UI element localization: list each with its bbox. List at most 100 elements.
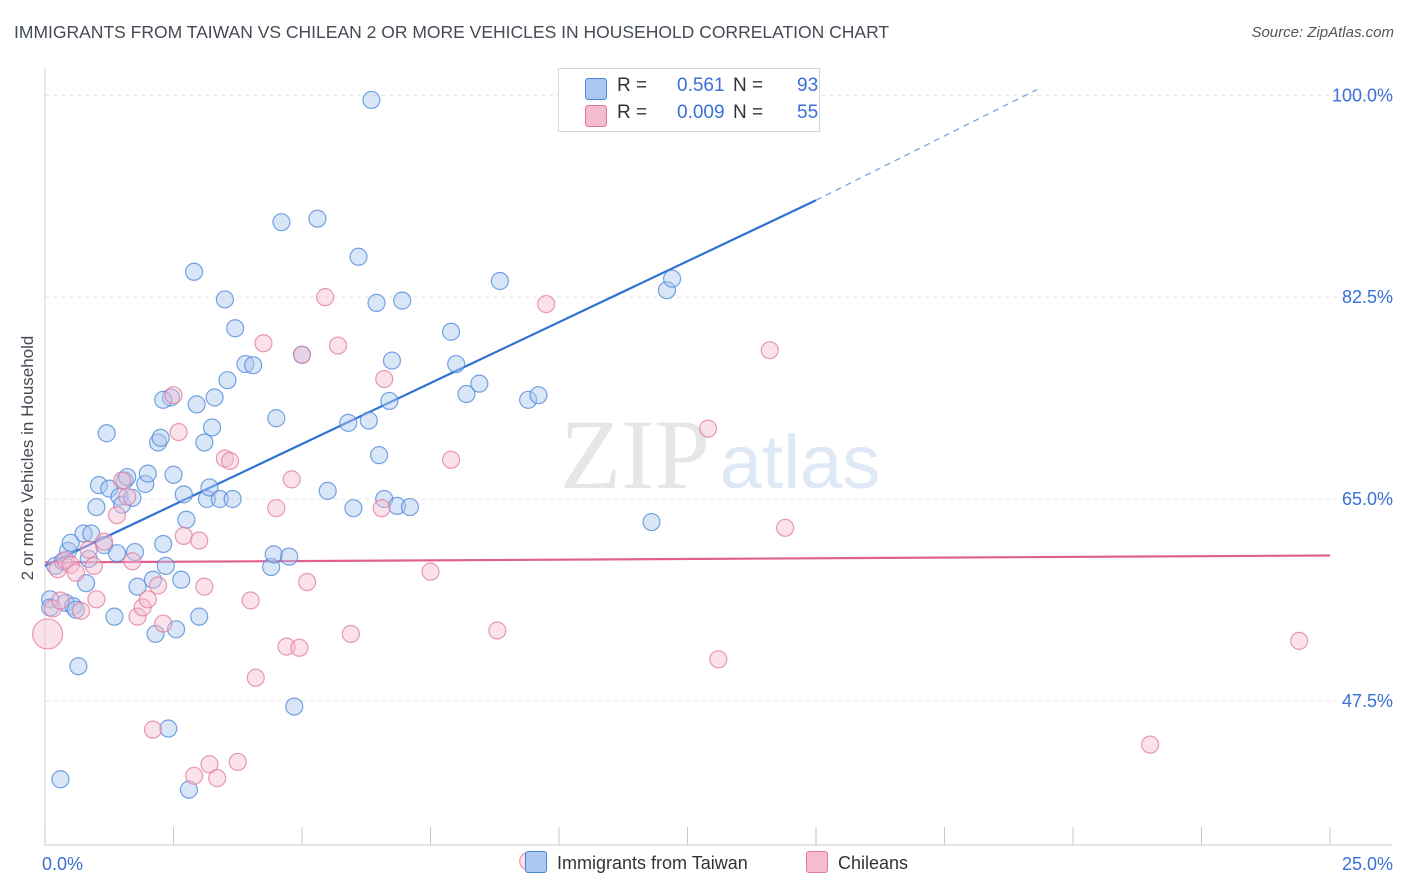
data-point-taiwan [138,464,157,483]
data-point-taiwan [370,446,389,465]
data-point-taiwan [267,409,286,428]
data-point-chilean [228,752,247,772]
data-point-chilean [148,576,168,595]
data-point-taiwan [156,556,175,575]
y-tick-label: 82.5% [1342,287,1393,307]
axes [44,68,1392,846]
data-point-taiwan [642,512,661,532]
data-point-taiwan [105,607,124,626]
data-point-taiwan [69,657,88,676]
data-point-taiwan [190,607,209,626]
data-point-chilean [71,601,91,620]
data-point-chilean [282,470,301,489]
data-point-taiwan [447,354,466,374]
data-point-taiwan [128,577,147,596]
data-point-chilean [290,638,309,657]
data-point-chilean [709,650,728,669]
data-point-chilean [174,526,193,545]
legend-n-label: N = [733,102,764,123]
data-point-chilean [87,590,106,609]
bottom-legend-taiwan: Immigrants from Taiwan [525,851,748,874]
data-point-taiwan [519,390,538,409]
legend-r-label: R = [617,75,648,96]
bottom-legend-label-taiwan: Immigrants from Taiwan [557,853,748,873]
chart-title: IMMIGRANTS FROM TAIWAN VS CHILEAN 2 OR M… [14,22,890,42]
bottom-legend-swatch-chilean [806,851,828,873]
data-point-chilean [1290,631,1309,650]
data-point-taiwan [154,534,173,554]
watermark: ZIP atlas [560,399,880,510]
data-point-chilean [292,345,312,364]
data-point-taiwan [470,374,489,393]
trendline-taiwan-dashed [815,88,1038,201]
data-point-chilean [66,563,85,582]
data-point-chilean [441,450,461,469]
series-taiwan-points [41,90,682,799]
data-point-taiwan [236,354,255,374]
data-point-chilean [190,531,209,550]
data-point-taiwan [490,271,509,291]
data-point-taiwan [51,770,70,789]
data-point-chilean [316,288,335,307]
data-point-taiwan [359,411,378,430]
y-tick-label: 47.5% [1342,691,1393,711]
data-point-taiwan [226,319,245,338]
data-point-chilean [118,487,137,506]
data-point-taiwan [195,433,214,452]
data-point-chilean [154,614,173,633]
data-point-chilean [200,755,219,774]
y-tick-labels: 47.5% 65.0% 82.5% 100.0% [1332,85,1393,711]
data-point-chilean [698,419,718,438]
data-point-chilean [341,624,360,644]
data-point-taiwan [89,476,109,495]
bottom-legend-label-chilean: Chileans [838,853,909,873]
data-point-taiwan [202,418,222,437]
data-point-taiwan [197,489,217,509]
x-tick-label: 0.0% [42,854,83,874]
data-point-taiwan [177,510,196,529]
data-point-taiwan [529,386,548,405]
data-point-chilean [375,369,394,389]
data-point-taiwan [349,247,368,266]
data-point-chilean [123,552,142,571]
data-point-chilean [164,386,183,405]
grid-lines [45,94,1392,702]
data-point-chilean [372,499,391,518]
legend-n-value: 93 [797,75,819,96]
data-point-chilean [298,572,317,592]
data-point-taiwan [159,719,178,738]
data-point-taiwan [143,570,163,589]
watermark-zip: ZIP [560,399,710,510]
data-point-taiwan [387,496,407,516]
data-point-taiwan [380,391,399,411]
legend-swatch-chilean [585,105,607,127]
data-point-taiwan [244,356,263,375]
data-point-taiwan [223,489,242,509]
data-point-chilean [208,769,227,788]
watermark-atlas: atlas [720,420,881,505]
data-point-taiwan [344,499,363,518]
trendline-taiwan [44,88,1038,567]
y-tick-label: 100.0% [1332,85,1393,105]
data-point-taiwan [164,465,183,484]
data-point-chilean [31,618,64,650]
y-axis-label: 2 or more Vehicles in Household [18,335,37,581]
legend-r-value: 0.009 [677,102,725,123]
source-label: Source: ZipAtlas.com [1251,24,1394,41]
data-point-taiwan [172,570,191,589]
data-point-taiwan [184,262,204,281]
data-point-taiwan [318,481,337,501]
trendline-chilean [44,554,1331,564]
data-point-taiwan [400,497,420,517]
data-point-taiwan [200,478,219,497]
data-point-taiwan [280,547,299,566]
data-point-taiwan [61,533,80,552]
data-point-taiwan [382,351,402,370]
data-point-taiwan [136,474,155,494]
data-point-taiwan [362,90,381,110]
bottom-legend-swatch-taiwan [525,851,547,873]
data-point-chilean [488,621,507,640]
data-point-taiwan [118,467,137,487]
data-point-chilean [138,590,157,609]
